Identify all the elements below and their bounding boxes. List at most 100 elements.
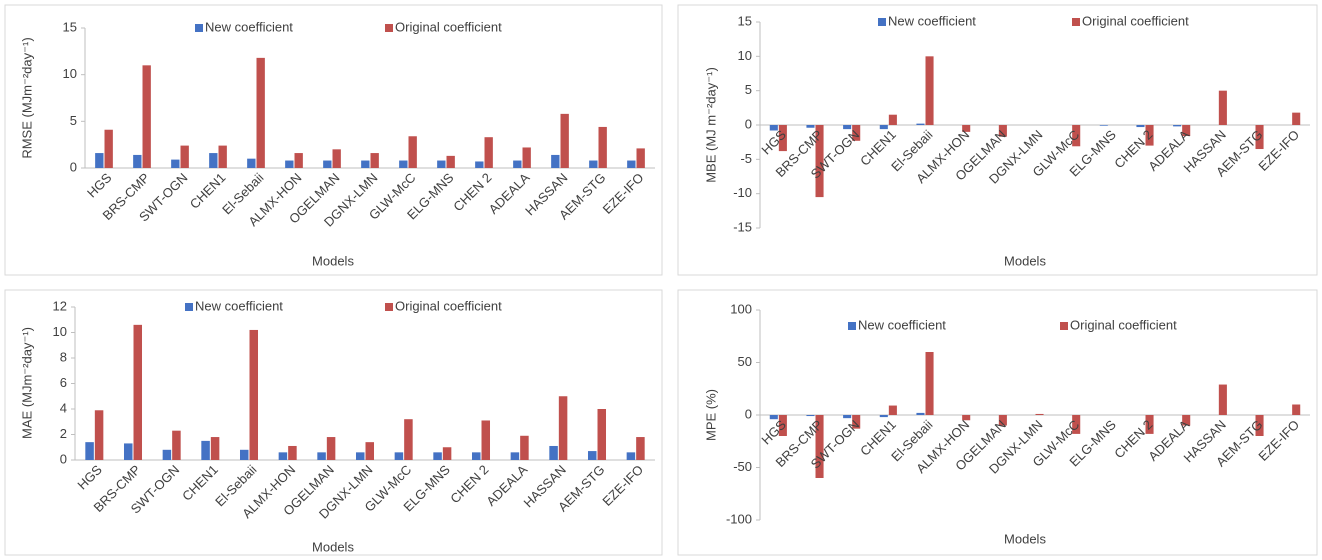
y-tick-label: -50 bbox=[733, 459, 752, 474]
legend-label: Original coefficient bbox=[1082, 13, 1189, 28]
y-tick-label: 100 bbox=[730, 301, 752, 316]
y-tick-label: 0 bbox=[70, 159, 77, 174]
y-tick-label: 4 bbox=[60, 400, 67, 415]
legend-label: Original coefficient bbox=[395, 19, 502, 34]
bar bbox=[1145, 125, 1154, 146]
bar bbox=[510, 452, 520, 460]
bar bbox=[636, 437, 645, 460]
bar bbox=[370, 153, 379, 168]
bar bbox=[962, 125, 971, 132]
bar bbox=[925, 56, 934, 126]
bar bbox=[843, 415, 852, 419]
bar bbox=[475, 161, 484, 168]
legend-swatch bbox=[1072, 18, 1080, 26]
bar bbox=[879, 415, 888, 418]
bar bbox=[317, 452, 326, 460]
bar bbox=[1136, 125, 1145, 128]
bar bbox=[925, 352, 934, 415]
bar bbox=[806, 125, 815, 128]
bar bbox=[597, 409, 607, 460]
y-tick-label: 0 bbox=[745, 406, 752, 421]
y-tick-label: 50 bbox=[738, 354, 752, 369]
bar bbox=[404, 419, 413, 460]
y-tick-label: 0 bbox=[60, 451, 67, 466]
bar bbox=[1072, 415, 1081, 434]
bar bbox=[1182, 415, 1191, 426]
bar bbox=[558, 396, 568, 460]
bar bbox=[549, 445, 558, 460]
bar bbox=[627, 160, 636, 168]
legend-label: Original coefficient bbox=[395, 298, 502, 313]
bar bbox=[256, 57, 265, 168]
bar bbox=[1218, 90, 1227, 125]
legend-swatch bbox=[195, 24, 203, 32]
bar bbox=[442, 447, 452, 460]
bar bbox=[513, 160, 522, 168]
bar bbox=[218, 145, 227, 168]
bar bbox=[815, 125, 824, 198]
y-tick-label: 10 bbox=[738, 48, 752, 63]
bar bbox=[587, 451, 597, 460]
legend-swatch bbox=[185, 303, 193, 311]
y-tick-label: 8 bbox=[60, 349, 67, 364]
bar bbox=[172, 430, 181, 460]
bar bbox=[1292, 404, 1301, 415]
bar bbox=[94, 410, 104, 460]
legend-swatch bbox=[385, 303, 393, 311]
panel bbox=[4, 4, 663, 276]
legend-swatch bbox=[385, 24, 393, 32]
bar bbox=[361, 160, 370, 168]
bar bbox=[355, 452, 365, 460]
y-tick-label: -10 bbox=[733, 185, 752, 200]
legend-label: New coefficient bbox=[888, 13, 976, 28]
y-tick-label: 12 bbox=[53, 298, 67, 313]
bar bbox=[249, 329, 259, 460]
bar bbox=[123, 443, 133, 460]
bar bbox=[916, 412, 925, 415]
bar bbox=[104, 129, 113, 168]
bar bbox=[294, 153, 303, 168]
y-tick-label: -100 bbox=[726, 511, 752, 526]
y-tick-label: -15 bbox=[733, 219, 752, 234]
bar bbox=[1182, 125, 1191, 136]
bar bbox=[806, 415, 815, 417]
bar bbox=[778, 125, 787, 152]
y-axis-title: MAE (MJm⁻²day⁻¹) bbox=[19, 327, 34, 439]
bar bbox=[239, 449, 249, 460]
bar bbox=[815, 415, 824, 478]
bar bbox=[285, 160, 294, 168]
bar bbox=[85, 442, 94, 460]
bar bbox=[1218, 384, 1227, 415]
bar bbox=[998, 415, 1007, 426]
bar bbox=[589, 160, 598, 168]
bar bbox=[769, 415, 778, 420]
bar bbox=[433, 452, 442, 460]
legend-swatch bbox=[878, 18, 886, 26]
bar bbox=[365, 442, 375, 460]
bar bbox=[598, 126, 607, 168]
bar bbox=[551, 154, 560, 168]
bar bbox=[998, 125, 1007, 137]
bar bbox=[133, 154, 142, 168]
bar bbox=[471, 452, 481, 460]
bar bbox=[326, 437, 336, 460]
bar bbox=[201, 440, 210, 460]
y-tick-label: -5 bbox=[740, 151, 752, 166]
bar bbox=[1173, 125, 1182, 127]
bar bbox=[778, 415, 787, 436]
bar bbox=[626, 452, 636, 460]
bar bbox=[1035, 413, 1044, 415]
y-axis-title: MPE (%) bbox=[703, 389, 718, 441]
bar bbox=[636, 148, 645, 168]
panel bbox=[4, 289, 663, 556]
y-tick-label: 6 bbox=[60, 375, 67, 390]
bar bbox=[852, 415, 861, 429]
bar bbox=[162, 449, 172, 460]
bar bbox=[1255, 415, 1264, 436]
bar bbox=[437, 160, 446, 168]
y-tick-label: 5 bbox=[70, 113, 77, 128]
bar bbox=[520, 435, 529, 460]
y-tick-label: 10 bbox=[53, 324, 67, 339]
y-tick-label: 2 bbox=[60, 426, 67, 441]
